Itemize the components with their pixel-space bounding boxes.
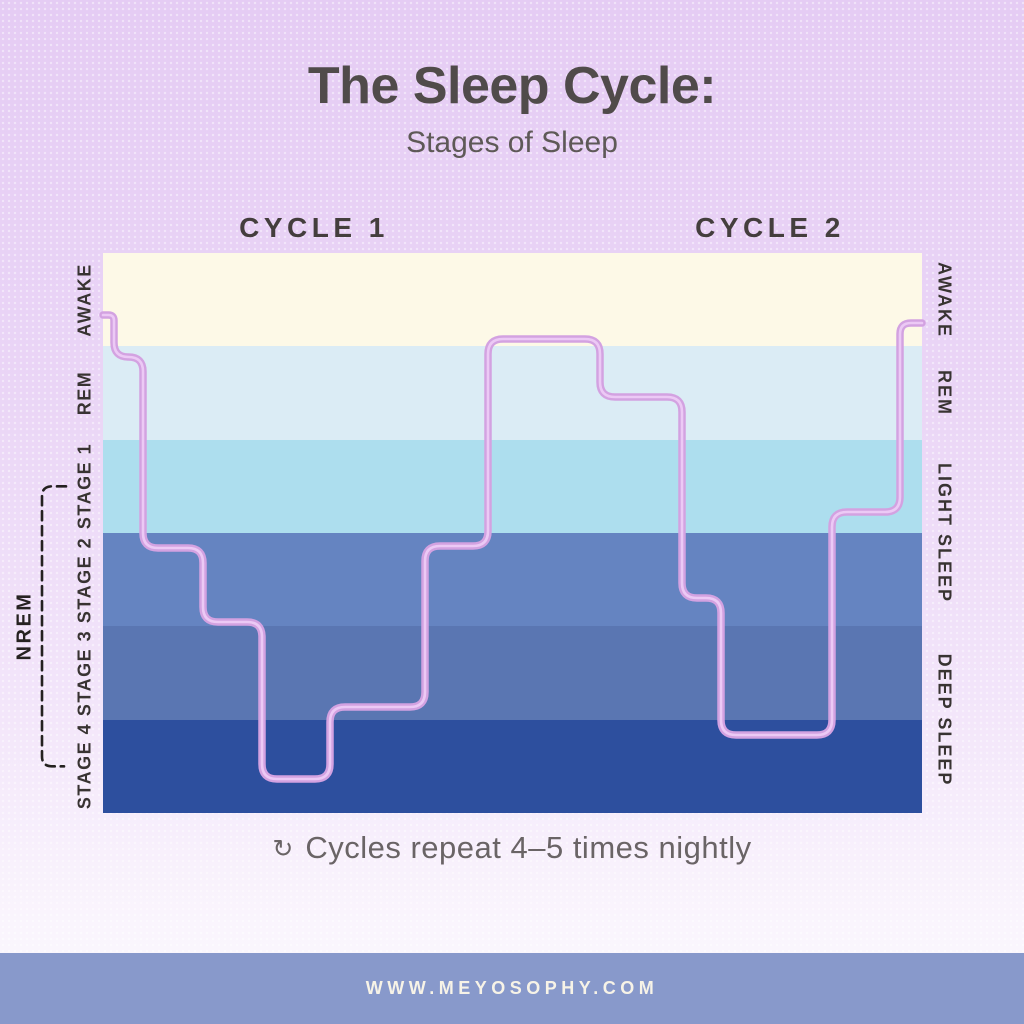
band-stage-3 (103, 626, 922, 720)
caption: ↻ Cycles repeat 4–5 times nightly (0, 830, 1024, 866)
left-axis-label-awake: AWAKE (74, 262, 95, 337)
cycle-1-header: CYCLE 1 (239, 212, 389, 243)
nrem-bracket-label: NREM (13, 591, 36, 661)
band-stage-2 (103, 532, 922, 627)
header: The Sleep Cycle: Stages of Sleep (0, 56, 1024, 160)
caption-text: Cycles repeat 4–5 times nightly (305, 830, 752, 865)
band-stage-1 (103, 439, 922, 533)
right-axis-label-deep-sleep: DEEP SLEEP (934, 653, 955, 787)
left-axis-label-rem: REM (74, 370, 95, 416)
band-awake (103, 253, 922, 347)
band-rem (103, 346, 922, 440)
left-axis-label-stage-4: STAGE 4 (74, 723, 95, 810)
page-subtitle: Stages of Sleep (406, 126, 618, 159)
right-axis-label-light-sleep: LIGHT SLEEP (934, 462, 955, 604)
website-url: WWW.MEYOSOPHY.COM (365, 978, 659, 998)
sleep-cycle-chart (103, 253, 922, 813)
band-stage-4 (103, 719, 922, 813)
right-axis-label-awake: AWAKE (934, 261, 955, 338)
left-axis-label-stage-3: STAGE 3 (74, 629, 95, 717)
right-axis-label-rem: REM (934, 370, 955, 416)
nrem-bracket (40, 485, 68, 768)
footer-bar: WWW.MEYOSOPHY.COM (0, 953, 1024, 1024)
repeat-cycle-icon: ↻ (272, 834, 294, 863)
stage-bands (103, 253, 922, 813)
page-title: The Sleep Cycle: (307, 57, 717, 115)
left-axis-label-stage-2: STAGE 2 (74, 536, 95, 623)
left-axis-label-stage-1: STAGE 1 (74, 443, 95, 530)
cycle-2-header: CYCLE 2 (695, 212, 845, 243)
